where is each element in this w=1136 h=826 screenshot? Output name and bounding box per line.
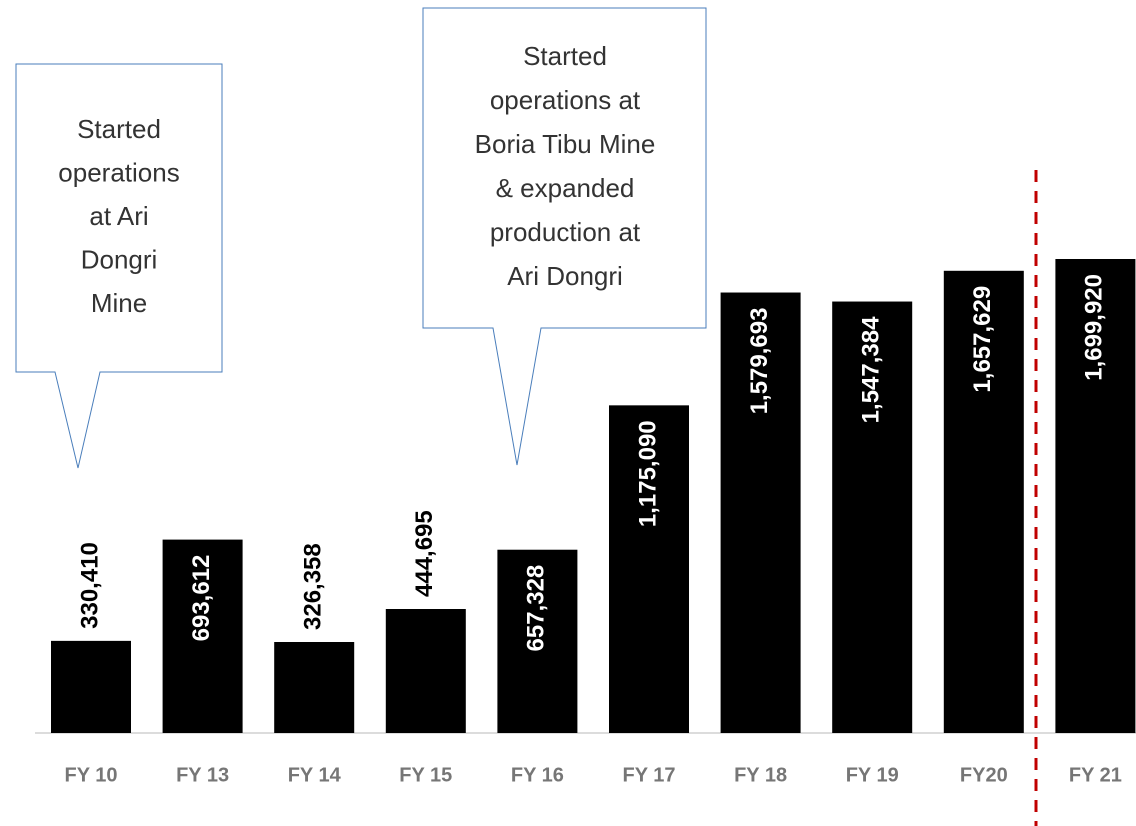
x-tick-label: FY 10 [65,764,118,786]
annotation: Ari Dongri [507,261,623,291]
x-tick-label: FY 16 [511,764,564,786]
value-label: 1,175,090 [634,420,661,527]
annotation: Mine [91,288,147,318]
value-label: 657,328 [523,565,550,652]
annotation: Started [77,114,161,144]
value-label: 1,547,384 [858,316,885,423]
bar [51,640,131,733]
bar [1055,259,1136,733]
annotation: operations at [490,85,641,115]
annotation: Dongri [81,244,158,274]
x-tick-label: FY 15 [399,764,452,786]
callout [15,63,223,469]
value-label: 1,657,629 [969,286,996,393]
bar [162,539,243,733]
bar [497,549,578,733]
annotation: Boria Tibu Mine [475,129,656,159]
bar [943,270,1024,733]
x-tick-label: FY 19 [846,764,899,786]
x-tick-label: FY 17 [623,764,676,786]
x-tick-label: FY 18 [734,764,787,786]
annotation: operations [58,157,179,187]
callout [422,7,707,466]
value-label: 1,579,693 [746,308,773,415]
bar [609,405,689,733]
annotation: at Ari [89,201,148,231]
value-label: 330,410 [76,542,103,629]
value-label: 326,358 [300,543,327,630]
value-label: 1,699,920 [1081,274,1108,381]
bar [720,292,801,733]
annotation: production at [490,217,641,247]
bar [832,301,913,733]
value-label: 444,695 [411,510,438,597]
x-tick-label: FY 14 [288,764,342,786]
x-tick-label: FY20 [960,764,1008,786]
annotation: Started [523,41,607,71]
x-tick-label: FY 21 [1069,764,1122,786]
bar [385,609,466,733]
x-tick-label: FY 13 [176,764,229,786]
annotation: & expanded [496,173,635,203]
bar [274,641,355,733]
value-label: 693,612 [188,555,215,642]
